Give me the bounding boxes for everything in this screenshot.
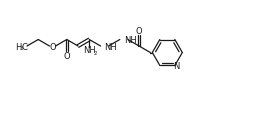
Text: 2: 2 [93, 51, 97, 56]
Text: NH: NH [124, 36, 136, 45]
Text: O: O [49, 42, 56, 51]
Text: NH: NH [83, 46, 96, 54]
Text: NH: NH [105, 42, 117, 51]
Text: O: O [136, 26, 142, 35]
Text: N: N [173, 61, 179, 70]
Text: 3: 3 [20, 46, 23, 51]
Text: O: O [63, 52, 70, 60]
Text: C: C [21, 42, 27, 51]
Text: H: H [15, 42, 21, 51]
